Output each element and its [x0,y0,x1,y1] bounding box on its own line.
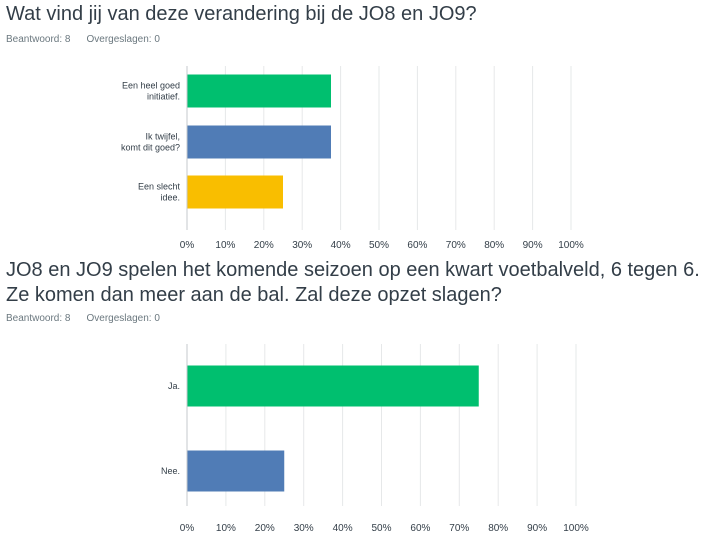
tick-label: 40% [331,240,351,251]
category-label: Een heel goed [122,81,180,91]
tick-label: 0% [180,523,195,534]
chart-2: Ja. Nee. 0% 10% 20% 30% 40% 50% 60% 70% 80% 90% 100% [161,344,589,534]
question-1-meta: Beantwoord: 8 Overgeslagen: 0 [6,34,160,45]
bar [187,450,285,492]
category-label: Ja. [168,381,180,391]
answered-count: Beantwoord: 8 [6,34,71,45]
category-label: Een slecht [138,182,181,192]
category-label: Ik twijfel, [145,132,180,142]
category-label: komt dit goed? [121,143,180,153]
question-2-meta: Beantwoord: 8 Overgeslagen: 0 [6,313,160,324]
bar [187,125,331,159]
tick-label: 100% [563,523,589,534]
bar [187,175,283,209]
category-label: initiatief. [147,92,180,102]
tick-label: 30% [292,240,312,251]
skipped-count: Overgeslagen: 0 [86,34,160,45]
tick-label: 10% [215,240,235,251]
tick-label: 10% [216,523,236,534]
question-1-title: Wat vind jij van deze verandering bij de… [6,3,477,25]
tick-label: 60% [407,240,427,251]
tick-label: 40% [333,523,353,534]
answered-count: Beantwoord: 8 [6,313,71,324]
question-2-title: JO8 en JO9 spelen het komende seizoen op… [6,258,700,308]
tick-label: 50% [371,523,391,534]
tick-label: 90% [527,523,547,534]
tick-label: 30% [294,523,314,534]
tick-label: 90% [523,240,543,251]
category-label: Nee. [161,466,180,476]
tick-label: 80% [484,240,504,251]
tick-label: 60% [410,523,430,534]
tick-label: 100% [558,240,584,251]
bar [187,365,479,407]
question-2-title-line-2: Ze komen dan meer aan de bal. Zal deze o… [6,284,502,306]
category-label: idee. [160,193,180,203]
tick-label: 70% [446,240,466,251]
tick-label: 80% [488,523,508,534]
tick-label: 20% [254,240,274,251]
tick-label: 0% [180,240,195,251]
tick-label: 20% [255,523,275,534]
tick-label: 50% [369,240,389,251]
question-2-title-line-1: JO8 en JO9 spelen het komende seizoen op… [6,259,700,281]
skipped-count: Overgeslagen: 0 [86,313,160,324]
bar [187,74,331,108]
tick-label: 70% [449,523,469,534]
